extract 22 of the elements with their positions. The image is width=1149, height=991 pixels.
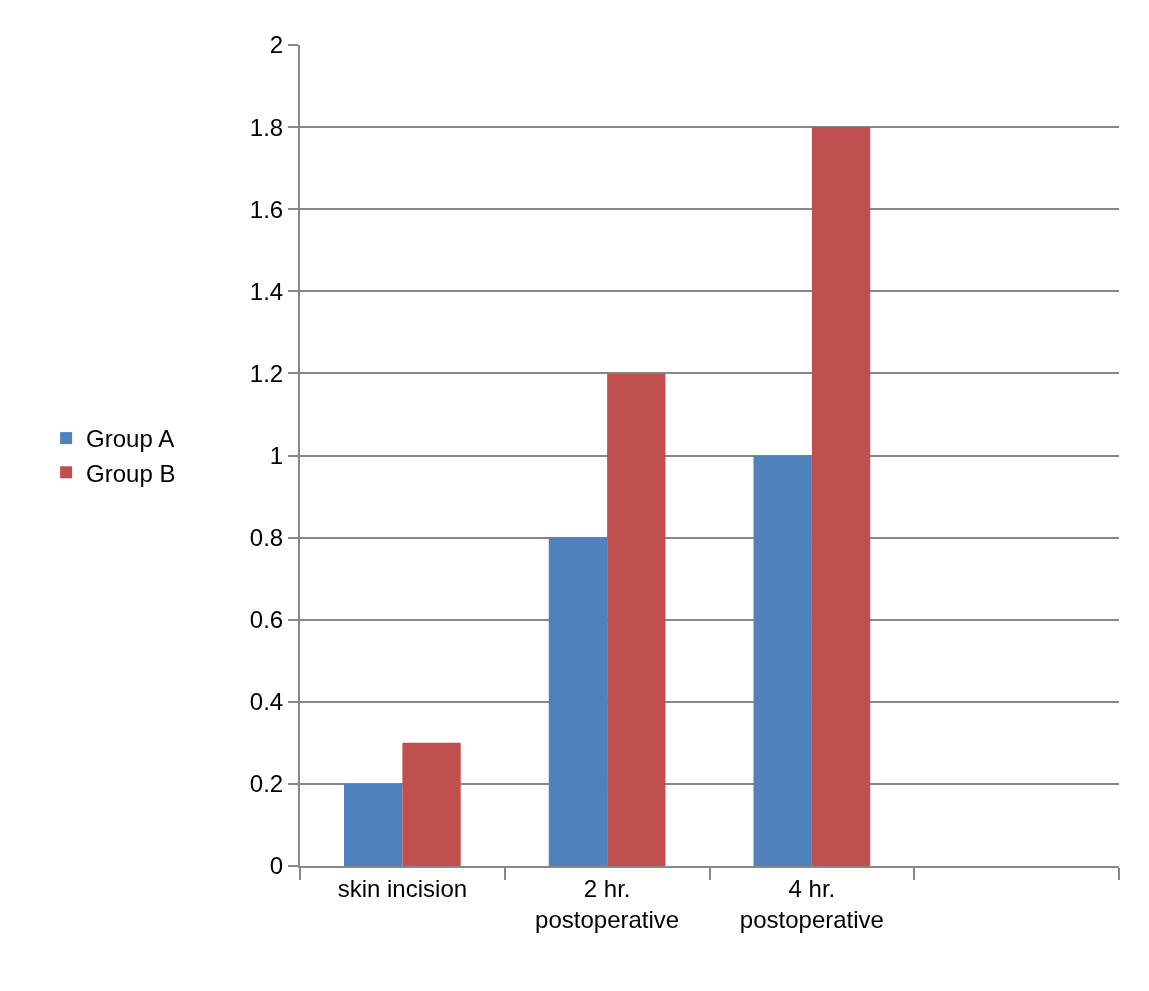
y-tick-label: 0 [269,852,284,880]
y-tick-label: 1 [269,441,284,469]
y-tick-label: 0.8 [249,524,284,551]
bar [548,537,608,866]
legend-label: Group A [86,425,175,453]
x-tick-label: 4 hr. postoperative [739,874,884,933]
x-tick-label: skin incision [337,874,468,902]
bar [607,373,666,866]
y-tick-label: 2 [269,31,284,59]
legend-label: Group B [86,459,176,487]
bar [811,127,871,866]
y-tick-label: 0.2 [249,770,284,798]
y-tick-label: 1.2 [249,359,284,387]
y-tick-label: 0.4 [249,688,284,716]
y-tick-label: 1.8 [249,113,284,141]
y-tick-label: 1.6 [249,195,284,223]
y-tick-label: 1.4 [249,277,284,305]
bar [344,783,403,866]
y-tick-label: 0.6 [249,606,284,634]
bar [402,742,461,866]
bar [753,455,812,866]
x-tick-label: 2 hr. postoperative [535,874,680,933]
